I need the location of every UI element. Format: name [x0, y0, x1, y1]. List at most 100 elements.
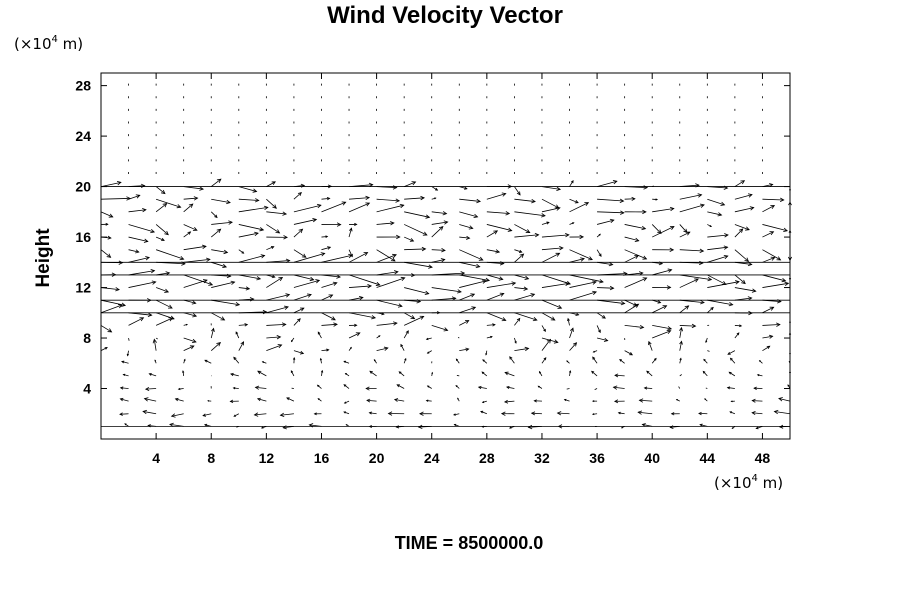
wind-vector: [122, 373, 129, 377]
wind-vector: [348, 295, 364, 301]
wind-vector: [675, 399, 680, 402]
wind-vector: [707, 233, 729, 238]
wind-vector: [376, 321, 398, 326]
wind-vector: [591, 370, 598, 377]
wind-vector: [210, 211, 218, 219]
wind-vector: [369, 370, 377, 377]
wind-vector: [128, 194, 141, 200]
wind-vector: [762, 306, 775, 314]
wind-vector: [679, 326, 684, 339]
wind-vector: [459, 224, 474, 230]
wind-vector: [652, 198, 659, 201]
wind-vector: [569, 198, 579, 204]
wind-vector: [238, 286, 251, 291]
wind-vector: [238, 341, 245, 351]
wind-vector: [124, 423, 129, 427]
wind-vector: [556, 411, 570, 416]
wind-vector: [229, 399, 239, 404]
wind-vector: [211, 299, 241, 307]
wind-vector: [349, 284, 372, 289]
wind-vector: [538, 370, 543, 377]
wind-vector: [624, 196, 636, 201]
wind-vector: [762, 334, 774, 339]
wind-vector: [596, 249, 602, 257]
wind-vector: [266, 211, 288, 216]
y-unit-suffix: m): [58, 35, 83, 53]
wind-vector: [734, 296, 753, 301]
wind-vector: [183, 274, 214, 286]
wind-vector: [266, 305, 289, 314]
wind-vector: [541, 325, 546, 333]
wind-vector: [155, 287, 170, 293]
wind-vector: [177, 387, 184, 391]
wind-vector: [238, 205, 269, 213]
x-tick-label: 28: [479, 450, 495, 466]
wind-vector: [343, 411, 350, 415]
wind-vector: [404, 211, 431, 219]
wind-vector: [266, 276, 284, 288]
wind-vector: [349, 323, 358, 327]
wind-vector: [514, 232, 540, 238]
wind-vector: [343, 384, 350, 389]
wind-vector: [317, 398, 322, 402]
wind-vector: [477, 385, 487, 390]
wind-vector: [734, 193, 753, 200]
wind-vector: [527, 424, 542, 430]
wind-vector: [266, 198, 277, 209]
wind-vector: [431, 186, 439, 191]
wind-vector: [261, 361, 267, 364]
wind-vector: [503, 399, 515, 404]
wind-vector: [126, 350, 130, 357]
wind-vector: [569, 257, 585, 263]
wind-vector: [321, 312, 336, 321]
wind-vector: [404, 236, 415, 242]
wind-vector: [541, 274, 572, 285]
wind-vector: [459, 320, 470, 326]
wind-vector: [509, 356, 515, 364]
wind-vector: [321, 196, 331, 201]
wind-vector: [500, 411, 515, 416]
wind-vector: [321, 253, 353, 263]
wind-vector: [596, 325, 601, 334]
wind-vector: [293, 228, 304, 238]
wind-vector: [726, 386, 735, 390]
wind-vector: [541, 337, 559, 344]
wind-vector: [317, 331, 322, 339]
wind-vector: [652, 226, 675, 238]
vector-field: [100, 83, 793, 430]
wind-vector: [707, 211, 723, 217]
x-unit-suffix: m): [758, 474, 783, 492]
wind-vector: [121, 360, 129, 364]
wind-vector: [142, 409, 157, 415]
wind-vector: [541, 299, 563, 309]
wind-vector: [400, 343, 405, 351]
wind-vector: [128, 317, 145, 326]
wind-vector: [596, 312, 606, 319]
wind-vector: [119, 386, 129, 390]
wind-vector: [504, 371, 515, 377]
wind-vector: [143, 397, 157, 402]
wind-vector: [679, 203, 705, 213]
wind-vector: [174, 397, 184, 402]
wind-vector: [624, 236, 640, 242]
wind-vector: [266, 246, 275, 251]
wind-vector: [403, 315, 425, 326]
wind-vector: [238, 274, 262, 281]
wind-vector: [293, 252, 326, 263]
wind-vector: [404, 261, 433, 269]
y-tick-label: 8: [83, 330, 91, 346]
wind-vector: [403, 224, 428, 236]
wind-vector: [646, 370, 653, 377]
wind-vector: [728, 371, 736, 377]
wind-vector: [128, 280, 157, 288]
wind-vector: [533, 399, 542, 403]
wind-vector: [514, 346, 530, 352]
wind-vector: [707, 299, 734, 307]
y-tick-label: 20: [75, 179, 91, 195]
wind-vector: [376, 276, 406, 288]
plot-frame: [100, 72, 791, 440]
wind-vector: [376, 249, 396, 262]
wind-vector: [393, 398, 405, 402]
wind-vector: [459, 347, 470, 352]
wind-vector: [734, 274, 746, 285]
